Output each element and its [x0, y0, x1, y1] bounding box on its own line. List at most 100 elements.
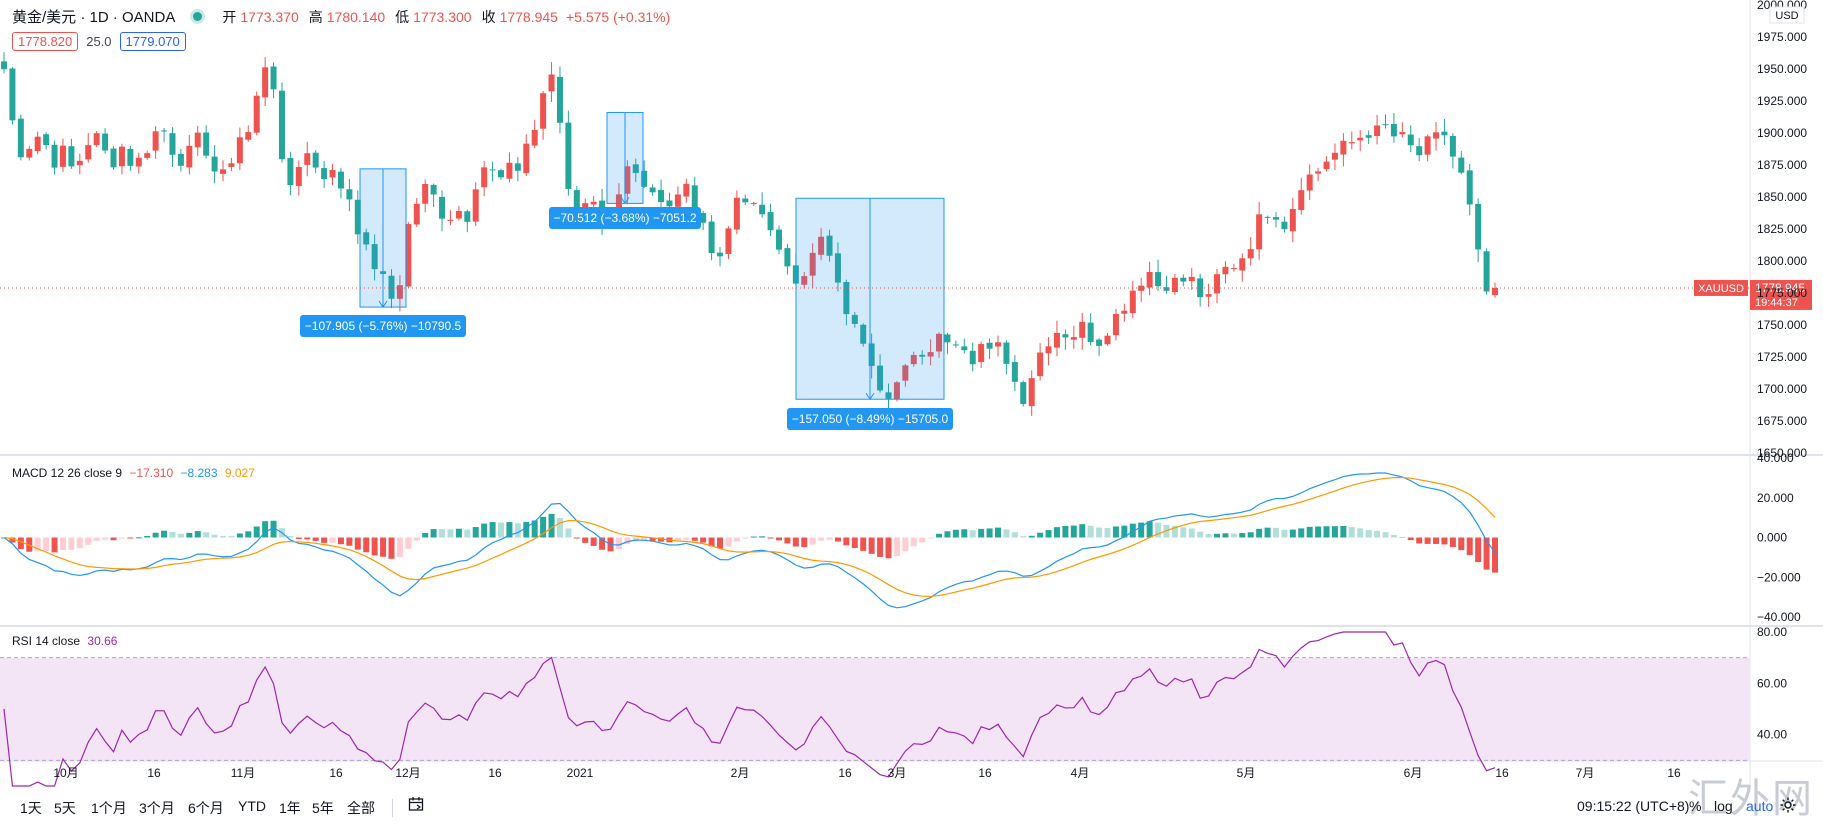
- macd-histogram-bar: [161, 530, 168, 538]
- percent-toggle[interactable]: %: [1689, 798, 1702, 814]
- candle: [17, 114, 24, 161]
- candle-body: [93, 133, 100, 146]
- timeframe-5d[interactable]: 5天: [54, 800, 76, 816]
- candle: [649, 184, 656, 196]
- ask-button[interactable]: 1779.070: [119, 32, 186, 51]
- candle: [910, 351, 917, 367]
- timeframe-1y[interactable]: 1年: [279, 800, 301, 816]
- macd-histogram-bar: [944, 531, 951, 538]
- candle: [540, 90, 547, 140]
- time-axis-label: 2021: [567, 766, 594, 780]
- candle-body: [759, 204, 766, 215]
- candle-body: [995, 342, 1001, 347]
- timeframe-1d[interactable]: 1天: [20, 800, 42, 816]
- candle: [565, 110, 572, 196]
- candle-body: [1340, 140, 1347, 155]
- settings-gear-icon[interactable]: [1779, 796, 1797, 814]
- rsi-axis-label: 60.00: [1757, 676, 1787, 690]
- candle-body: [388, 275, 395, 299]
- macd-axis-label: 40.000: [1757, 451, 1794, 465]
- macd-histogram-bar: [1239, 533, 1246, 538]
- timeframe-all[interactable]: 全部: [347, 800, 375, 816]
- timeframe-ytd[interactable]: YTD: [238, 798, 266, 814]
- macd-histogram-bar: [1003, 529, 1010, 538]
- time-axis-label: 12月: [395, 766, 420, 780]
- candle-body: [135, 157, 142, 167]
- macd-histogram-bar: [919, 537, 926, 543]
- candle-body: [396, 285, 403, 299]
- measure-label-bg: [787, 408, 953, 430]
- calendar-goto-icon[interactable]: [408, 796, 424, 812]
- candle: [733, 190, 740, 235]
- change-value: +5.575 (+0.31%): [565, 8, 671, 25]
- candle: [287, 151, 294, 196]
- auto-toggle[interactable]: auto: [1746, 798, 1774, 814]
- candle: [902, 363, 909, 387]
- candle-body: [346, 189, 353, 200]
- macd-histogram-bar: [775, 537, 782, 541]
- candle: [1079, 312, 1086, 350]
- candle: [1458, 150, 1465, 175]
- time-axis-label: 16: [978, 766, 992, 780]
- candle-body: [927, 352, 934, 357]
- timeframe-1m[interactable]: 1个月: [91, 800, 127, 816]
- candle: [1129, 280, 1136, 319]
- candle-body: [573, 190, 580, 212]
- candle-body: [1331, 152, 1338, 160]
- candle-body: [1222, 266, 1229, 275]
- candle: [455, 206, 462, 221]
- macd-histogram-bar: [464, 529, 471, 538]
- macd-histogram-bar: [472, 527, 479, 538]
- candle: [885, 383, 892, 410]
- candle: [447, 210, 454, 226]
- candle: [851, 312, 858, 328]
- clock[interactable]: 09:15:22 (UTC+8): [1577, 798, 1690, 814]
- candle-body: [674, 194, 681, 207]
- candle-body: [152, 131, 159, 151]
- candle-body: [531, 129, 538, 146]
- candlestick-series: [1, 52, 1498, 416]
- macd-histogram-bar: [135, 537, 142, 539]
- log-toggle[interactable]: log: [1714, 798, 1733, 814]
- candle-body: [1180, 277, 1187, 282]
- candle: [388, 269, 395, 309]
- candle: [1197, 273, 1204, 307]
- high-value: 1780.140: [326, 8, 386, 25]
- macd-histogram-bar: [1382, 532, 1389, 538]
- macd-histogram-bar: [430, 529, 437, 538]
- candle-body: [691, 185, 698, 212]
- candle: [1449, 133, 1456, 169]
- macd-histogram-bar: [683, 537, 690, 540]
- candle: [1, 52, 7, 74]
- macd-histogram-bar: [110, 537, 117, 541]
- time-axis-label: 7月: [1576, 766, 1595, 780]
- timeframe-5y[interactable]: 5年: [312, 800, 334, 816]
- macd-histogram-bar: [826, 537, 833, 540]
- candle: [1340, 133, 1347, 167]
- price-axis-label: 1800.000: [1757, 254, 1807, 268]
- candle: [784, 244, 791, 275]
- chart-area[interactable]: −107.905 (−5.76%) −10790.5 −70.512 (−3.68…: [0, 0, 1823, 792]
- macd-histogram-bar: [658, 537, 665, 542]
- macd-histogram-bar: [1121, 525, 1128, 538]
- rsi-axis-label: 40.00: [1757, 728, 1787, 742]
- symbol-title[interactable]: 黄金/美元 · 1D · OANDA: [12, 9, 176, 26]
- macd-histogram-bar: [34, 537, 41, 552]
- candle: [1188, 267, 1195, 290]
- timeframe-3m[interactable]: 3个月: [139, 800, 175, 816]
- macd-histogram-bar: [1416, 537, 1423, 544]
- close-label: 收: [481, 8, 496, 25]
- timeframe-6m[interactable]: 6个月: [188, 800, 224, 816]
- macd-legend[interactable]: MACD 12 26 close 9 −17.310 −8.283 9.027: [12, 466, 255, 480]
- rsi-legend[interactable]: RSI 14 close 30.66: [12, 634, 117, 648]
- macd-histogram-bar: [447, 529, 454, 538]
- candle: [211, 145, 218, 184]
- candle-body: [1104, 335, 1111, 345]
- price-axis-label: 1950.000: [1757, 62, 1807, 76]
- candle-body: [253, 95, 260, 133]
- macd-histogram-bar: [321, 537, 328, 543]
- measure-label-bg: [300, 315, 466, 337]
- bid-button[interactable]: 1778.820: [12, 32, 79, 51]
- candle-body: [1298, 190, 1305, 210]
- macd-histogram-bar: [843, 537, 850, 546]
